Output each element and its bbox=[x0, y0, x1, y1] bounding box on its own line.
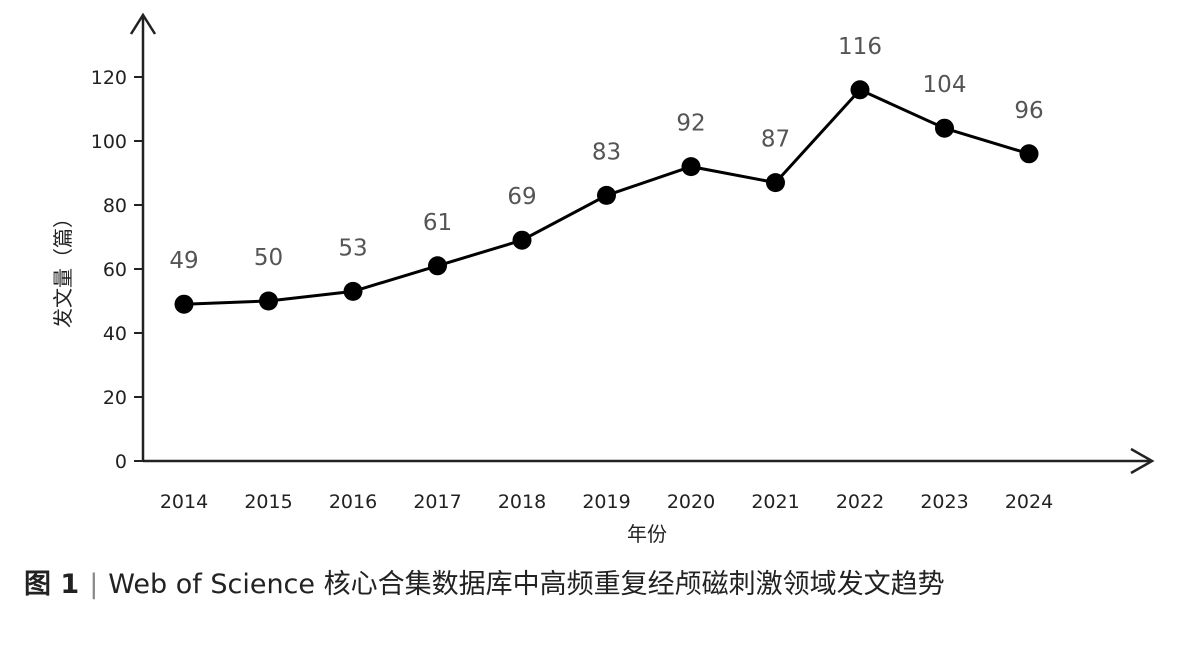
data-label: 116 bbox=[838, 34, 882, 60]
y-axis-title: 发文量（篇） bbox=[51, 208, 75, 328]
data-label: 53 bbox=[338, 235, 367, 261]
x-tick-label: 2016 bbox=[329, 491, 377, 513]
data-point bbox=[597, 185, 616, 205]
x-tick-label: 2023 bbox=[920, 491, 968, 513]
data-point bbox=[428, 256, 447, 276]
x-tick-label: 2024 bbox=[1005, 491, 1053, 513]
x-tick-label: 2017 bbox=[413, 491, 461, 513]
x-tick-label: 2018 bbox=[498, 491, 546, 513]
line-chart: 0 20 40 60 80 100 120 2014 2015 2016 2017 2018 2019… bbox=[51, 12, 1155, 545]
data-point bbox=[174, 294, 194, 314]
data-point bbox=[681, 157, 701, 177]
y-tick-label: 40 bbox=[103, 323, 127, 345]
data-label: 69 bbox=[507, 184, 536, 210]
x-axis-title: 年份 bbox=[627, 522, 667, 545]
data-point bbox=[512, 230, 532, 250]
x-tick-label: 2021 bbox=[751, 491, 799, 513]
data-label: 83 bbox=[592, 139, 621, 165]
y-axis-ticks: 0 20 40 60 80 100 120 bbox=[91, 67, 143, 473]
y-tick-label: 120 bbox=[91, 67, 127, 89]
x-axis-ticks: 2014 2015 2016 2017 2018 2019 2020 2021 2022 2023… bbox=[160, 491, 1053, 513]
x-tick-label: 2014 bbox=[160, 491, 208, 513]
y-axis-arrow bbox=[129, 12, 157, 35]
data-point bbox=[1019, 144, 1039, 164]
series-line bbox=[174, 80, 1039, 314]
data-label: 92 bbox=[676, 111, 705, 137]
data-point bbox=[850, 80, 870, 100]
data-labels: 49 50 53 61 69 83 92 87 116 104 96 bbox=[169, 34, 1043, 274]
figure-caption: 图 1 | Web of Science 核心合集数据库中高频重复经颅磁刺激领域发文… bbox=[24, 562, 945, 601]
y-tick-label: 20 bbox=[103, 387, 127, 409]
x-tick-label: 2020 bbox=[667, 491, 715, 513]
caption-separator: | bbox=[89, 569, 99, 600]
x-tick-label: 2015 bbox=[244, 491, 292, 513]
data-label: 49 bbox=[169, 248, 198, 274]
y-tick-label: 60 bbox=[103, 259, 127, 281]
x-axis-arrow bbox=[1130, 447, 1155, 475]
data-label: 50 bbox=[254, 245, 283, 271]
y-tick-label: 80 bbox=[103, 195, 127, 217]
data-point bbox=[935, 118, 954, 138]
y-tick-label: 100 bbox=[91, 131, 127, 153]
x-tick-label: 2022 bbox=[836, 491, 884, 513]
y-tick-label: 0 bbox=[115, 451, 127, 473]
x-tick-label: 2019 bbox=[582, 491, 630, 513]
caption-text: Web of Science 核心合集数据库中高频重复经颅磁刺激领域发文趋势 bbox=[108, 569, 945, 600]
data-label: 96 bbox=[1014, 98, 1043, 124]
figure-number: 图 1 bbox=[24, 569, 80, 600]
data-point bbox=[766, 173, 785, 193]
data-label: 61 bbox=[423, 210, 452, 236]
data-point bbox=[259, 291, 278, 311]
data-point bbox=[343, 281, 363, 301]
data-label: 87 bbox=[761, 127, 790, 153]
data-label: 104 bbox=[923, 72, 967, 98]
chart-axes bbox=[129, 12, 1155, 475]
